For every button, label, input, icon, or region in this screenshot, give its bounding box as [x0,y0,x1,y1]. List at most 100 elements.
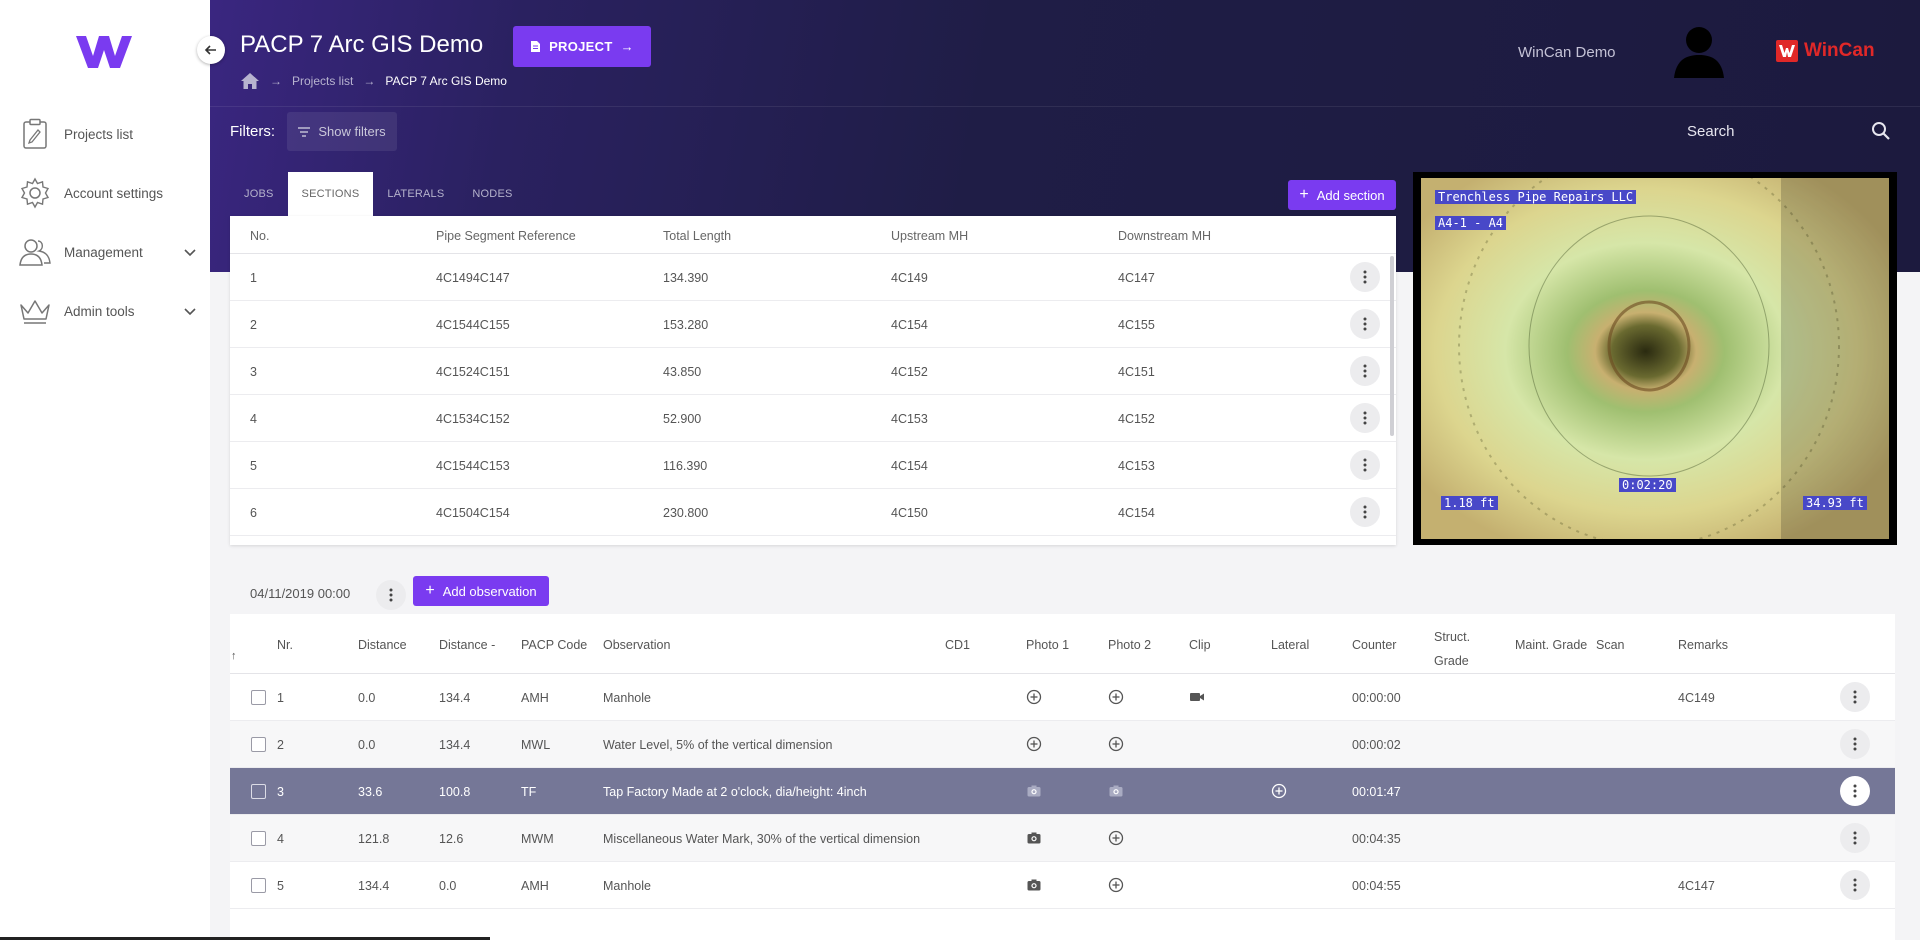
home-icon[interactable] [240,72,260,90]
table-row[interactable]: 5 4C1544C153 116.390 4C154 4C153 [230,442,1396,489]
kebab-icon [1853,831,1857,845]
collapse-sidebar-button[interactable] [197,36,225,64]
breadcrumb-current: PACP 7 Arc GIS Demo [385,74,507,88]
column-header[interactable]: Clip [1189,638,1211,652]
show-filters-button[interactable]: Show filters [287,112,397,151]
table-row[interactable]: 4 4C1534C152 52.900 4C153 4C152 [230,395,1396,442]
column-header[interactable]: Distance - [439,638,496,652]
wincan-brand-icon [1776,40,1798,62]
add-section-button[interactable]: + Add section [1288,180,1396,210]
wincan-logo[interactable] [72,28,136,74]
column-header[interactable]: CD1 [945,638,971,652]
table-cell: 4C152 [1118,412,1155,426]
sidebar-item-management[interactable]: Management [18,232,198,272]
column-header[interactable]: Lateral [1271,638,1310,652]
sidebar-item-label: Admin tools [64,303,135,319]
sections-scrollbar[interactable] [1390,256,1394,436]
observation-row[interactable]: 1 0.0 134.4 AMH Manhole 00:00:00 4C149 [230,674,1895,721]
table-cell: 4C154 [891,459,928,473]
column-header[interactable]: Pipe Segment Reference [436,229,576,243]
sort-arrow-icon[interactable]: ↑ [231,650,237,662]
row-menu-button[interactable] [1840,776,1870,806]
arrow-left-icon [204,45,216,55]
inspection-menu-button[interactable] [376,580,406,610]
observation-row[interactable]: 5 134.4 0.0 AMH Manhole 00:04:55 4C147 [230,862,1895,909]
row-menu-button[interactable] [1350,262,1380,292]
table-row[interactable]: 3 4C1524C151 43.850 4C152 4C151 [230,348,1396,395]
column-header[interactable]: Downstream MH [1118,229,1212,243]
sidebar-item-projects-list[interactable]: Projects list [18,114,198,154]
sidebar-item-account-settings[interactable]: Account settings [18,173,198,213]
kebab-icon [1363,458,1367,472]
breadcrumb-projects-list[interactable]: Projects list [292,74,354,88]
row-checkbox[interactable] [251,878,266,893]
chevron-down-icon[interactable] [182,303,198,319]
breadcrumb: → Projects list → PACP 7 Arc GIS Demo [240,72,507,90]
row-checkbox[interactable] [251,737,266,752]
row-menu-button[interactable] [1840,823,1870,853]
column-header[interactable]: No. [250,229,270,243]
column-header[interactable]: PACP Code [521,638,588,652]
crown-icon [18,294,52,328]
observation-row[interactable]: 2 0.0 134.4 MWL Water Level, 5% of the verti… [230,721,1895,768]
avatar[interactable] [1670,22,1728,80]
sidebar-item-label: Account settings [64,185,164,201]
row-menu-button[interactable] [1350,450,1380,480]
column-header[interactable]: Distance [358,638,407,652]
inspection-date: 04/11/2019 00:00 [250,586,351,601]
column-header[interactable]: Remarks [1678,638,1729,652]
table-cell: 4C154 [891,318,928,332]
row-checkbox[interactable] [251,784,266,799]
add-observation-button[interactable]: + Add observation [413,576,549,606]
sidebar-item-admin-tools[interactable]: Admin tools [18,291,198,331]
tab-nodes[interactable]: NODES [472,188,513,200]
row-menu-button[interactable] [1350,403,1380,433]
row-menu-button[interactable] [1840,870,1870,900]
tab-sections[interactable]: SECTIONS [287,172,374,216]
column-header-line: Grade [1434,654,1469,668]
table-cell: 4C1494C147 [436,271,510,285]
column-header[interactable]: Photo 2 [1108,638,1152,652]
osd-company: Trenchless Pipe Repairs LLC [1435,190,1637,204]
row-menu-button[interactable] [1350,497,1380,527]
cell-nr: 3 [277,785,284,799]
row-menu-button[interactable] [1840,682,1870,712]
page-title: PACP 7 Arc GIS Demo [240,31,484,58]
table-row[interactable]: 1 4C1494C147 134.390 4C149 4C147 [230,254,1396,301]
chevron-down-icon[interactable] [182,244,198,260]
row-checkbox[interactable] [251,690,266,705]
table-cell: 6 [250,506,257,520]
row-menu-button[interactable] [1840,729,1870,759]
column-header[interactable]: Nr. [277,638,293,652]
project-button[interactable]: PROJECT → [513,26,651,67]
user-name[interactable]: WinCan Demo [1518,44,1616,61]
row-menu-button[interactable] [1350,356,1380,386]
table-cell: 4C1524C151 [436,365,510,379]
column-header[interactable]: Scan [1596,638,1625,652]
tab-laterals[interactable]: LATERALS [387,188,445,200]
breadcrumb-separator-icon: → [270,74,282,88]
row-menu-button[interactable] [1350,309,1380,339]
observation-row[interactable]: 3 33.6 100.8 TF Tap Factory Made at 2 o'cloc… [230,768,1895,815]
cell-counter: 00:04:55 [1352,879,1401,893]
column-header[interactable]: Struct. Grade [1434,625,1470,673]
column-header[interactable]: Maint. Grade [1515,638,1588,652]
column-header[interactable]: Observation [603,638,671,652]
column-header[interactable]: Photo 1 [1026,638,1070,652]
table-row[interactable]: 2 4C1544C155 153.280 4C154 4C155 [230,301,1396,348]
column-header[interactable]: Total Length [663,229,732,243]
observation-row[interactable]: 4 121.8 12.6 MWM Miscellaneous Water Mark, 3… [230,815,1895,862]
sidebar: Projects list Account settings Managemen… [0,0,210,940]
search-input[interactable]: Search [1687,123,1735,140]
video-player[interactable]: Trenchless Pipe Repairs LLC A4-1 - A4 0:… [1413,172,1897,545]
column-header[interactable]: Counter [1352,638,1397,652]
kebab-icon [1363,270,1367,284]
table-row[interactable]: 6 4C1504C154 230.800 4C150 4C154 [230,489,1396,536]
cell-remarks: 4C147 [1678,879,1715,893]
search-icon[interactable] [1871,121,1891,141]
tab-jobs[interactable]: JOBS [244,188,274,200]
cell-counter: 00:00:02 [1352,738,1401,752]
kebab-icon [1363,317,1367,331]
column-header[interactable]: Upstream MH [891,229,969,243]
row-checkbox[interactable] [251,831,266,846]
